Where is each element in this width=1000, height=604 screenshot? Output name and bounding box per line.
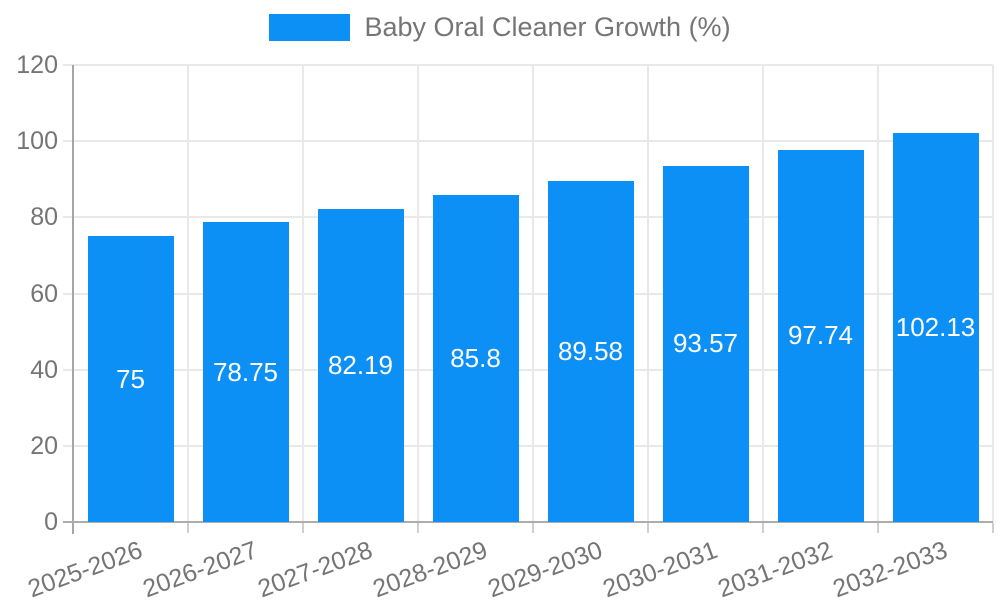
bar[interactable]: 93.57 [662,165,749,522]
y-axis-tick-label: 40 [30,355,58,384]
y-axis-tick-label: 0 [44,508,58,536]
bar-value-label: 93.57 [672,328,739,359]
x-axis-tick [417,523,419,533]
bar-value-label: 78.75 [212,356,279,387]
x-axis-tick [647,523,649,533]
x-axis-tick-label: 2032-2033 [829,536,952,604]
gridline-vertical [417,65,419,522]
bar-value-label: 75 [116,363,145,394]
x-axis-tick [877,523,879,533]
bar[interactable]: 78.75 [202,222,289,522]
bar[interactable]: 82.19 [317,208,404,522]
legend-swatch [269,14,351,41]
legend: Baby Oral Cleaner Growth (%) [0,12,1000,43]
gridline-horizontal [63,64,993,66]
x-axis-tick-label: 2029-2030 [484,536,607,604]
y-axis-tick-label: 20 [30,431,58,460]
legend-label: Baby Oral Cleaner Growth (%) [364,12,731,42]
gridline-vertical [762,65,764,522]
x-axis-tick [532,523,534,533]
bar-value-label: 82.19 [327,349,394,380]
x-axis-tick-label: 2025-2026 [24,536,147,604]
gridline-vertical [532,65,534,522]
bar-value-label: 85.8 [450,343,501,374]
x-axis-tick-label: 2030-2031 [599,536,722,604]
legend-item[interactable]: Baby Oral Cleaner Growth (%) [269,12,731,43]
bar[interactable]: 75 [87,236,174,522]
gridline-vertical [302,65,304,522]
y-axis-tick-label: 60 [30,279,58,308]
x-axis-tick [302,523,304,533]
bar[interactable]: 85.8 [432,195,519,522]
gridline-horizontal [63,140,993,143]
x-axis-tick-label: 2026-2027 [139,536,262,604]
gridline-horizontal [63,216,993,219]
x-axis-tick [187,523,189,533]
gridline-horizontal [63,368,993,371]
x-axis-tick [992,523,994,533]
gridline-horizontal [63,444,993,447]
gridline-vertical [187,65,189,522]
gridline-vertical [877,65,879,522]
bar-value-label: 97.74 [787,320,854,351]
gridline-vertical [992,65,994,522]
x-axis-tick-label: 2027-2028 [254,536,377,604]
gridline-horizontal [63,292,993,295]
bar-value-label: 89.58 [557,335,624,366]
x-axis-tick-label: 2028-2029 [369,536,492,604]
y-axis-tick-label: 100 [16,127,58,156]
y-axis-tick-label: 80 [30,203,58,232]
bar-value-label: 102.13 [895,312,976,343]
x-axis-tick-label: 2031-2032 [714,536,837,604]
bar[interactable]: 102.13 [892,133,979,522]
bar[interactable]: 89.58 [547,180,634,522]
bar[interactable]: 97.74 [777,149,864,522]
x-axis-tick [762,523,764,533]
y-axis-line [72,65,74,534]
y-axis-tick-label: 120 [16,51,58,79]
x-axis-line [63,521,993,523]
gridline-vertical [647,65,649,522]
